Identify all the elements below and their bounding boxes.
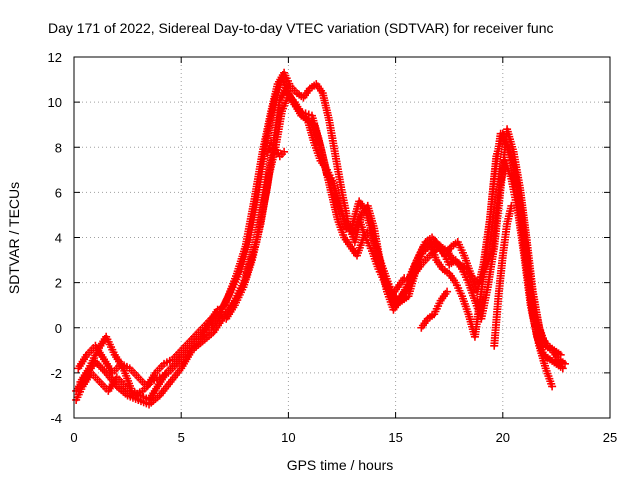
x-tick-label: 0: [70, 430, 77, 445]
y-tick-label: 8: [55, 140, 62, 155]
series-track-4: [76, 91, 569, 404]
ticks: [73, 56, 611, 419]
data-point: [280, 147, 289, 156]
series-track-5: [262, 138, 516, 350]
data-point: [443, 287, 452, 296]
y-tick-label: 0: [55, 321, 62, 336]
x-tick-label: 20: [496, 430, 510, 445]
data-point: [507, 201, 516, 210]
chart-title: Day 171 of 2022, Sidereal Day-to-day VTE…: [48, 20, 554, 36]
x-tick-label: 15: [388, 430, 402, 445]
x-axis-label: GPS time / hours: [287, 457, 394, 473]
data-points: [72, 68, 569, 409]
y-tick-label: 4: [55, 231, 62, 246]
y-tick-label: -2: [50, 366, 62, 381]
y-tick-label: 12: [48, 50, 62, 65]
y-tick-label: -4: [50, 411, 62, 426]
y-tick-label: 2: [55, 276, 62, 291]
data-point: [560, 359, 569, 368]
y-axis-label: SDTVAR / TECUs: [6, 182, 22, 294]
x-tick-label: 25: [603, 430, 617, 445]
x-tick-label: 5: [178, 430, 185, 445]
x-tick-label: 10: [281, 430, 295, 445]
tick-labels: 0 5 10 15 20 25 -4 -2 0 2 4 6 8 10 12: [48, 50, 618, 445]
data-point: [548, 382, 557, 391]
y-tick-label: 6: [55, 185, 62, 200]
y-tick-label: 10: [48, 95, 62, 110]
